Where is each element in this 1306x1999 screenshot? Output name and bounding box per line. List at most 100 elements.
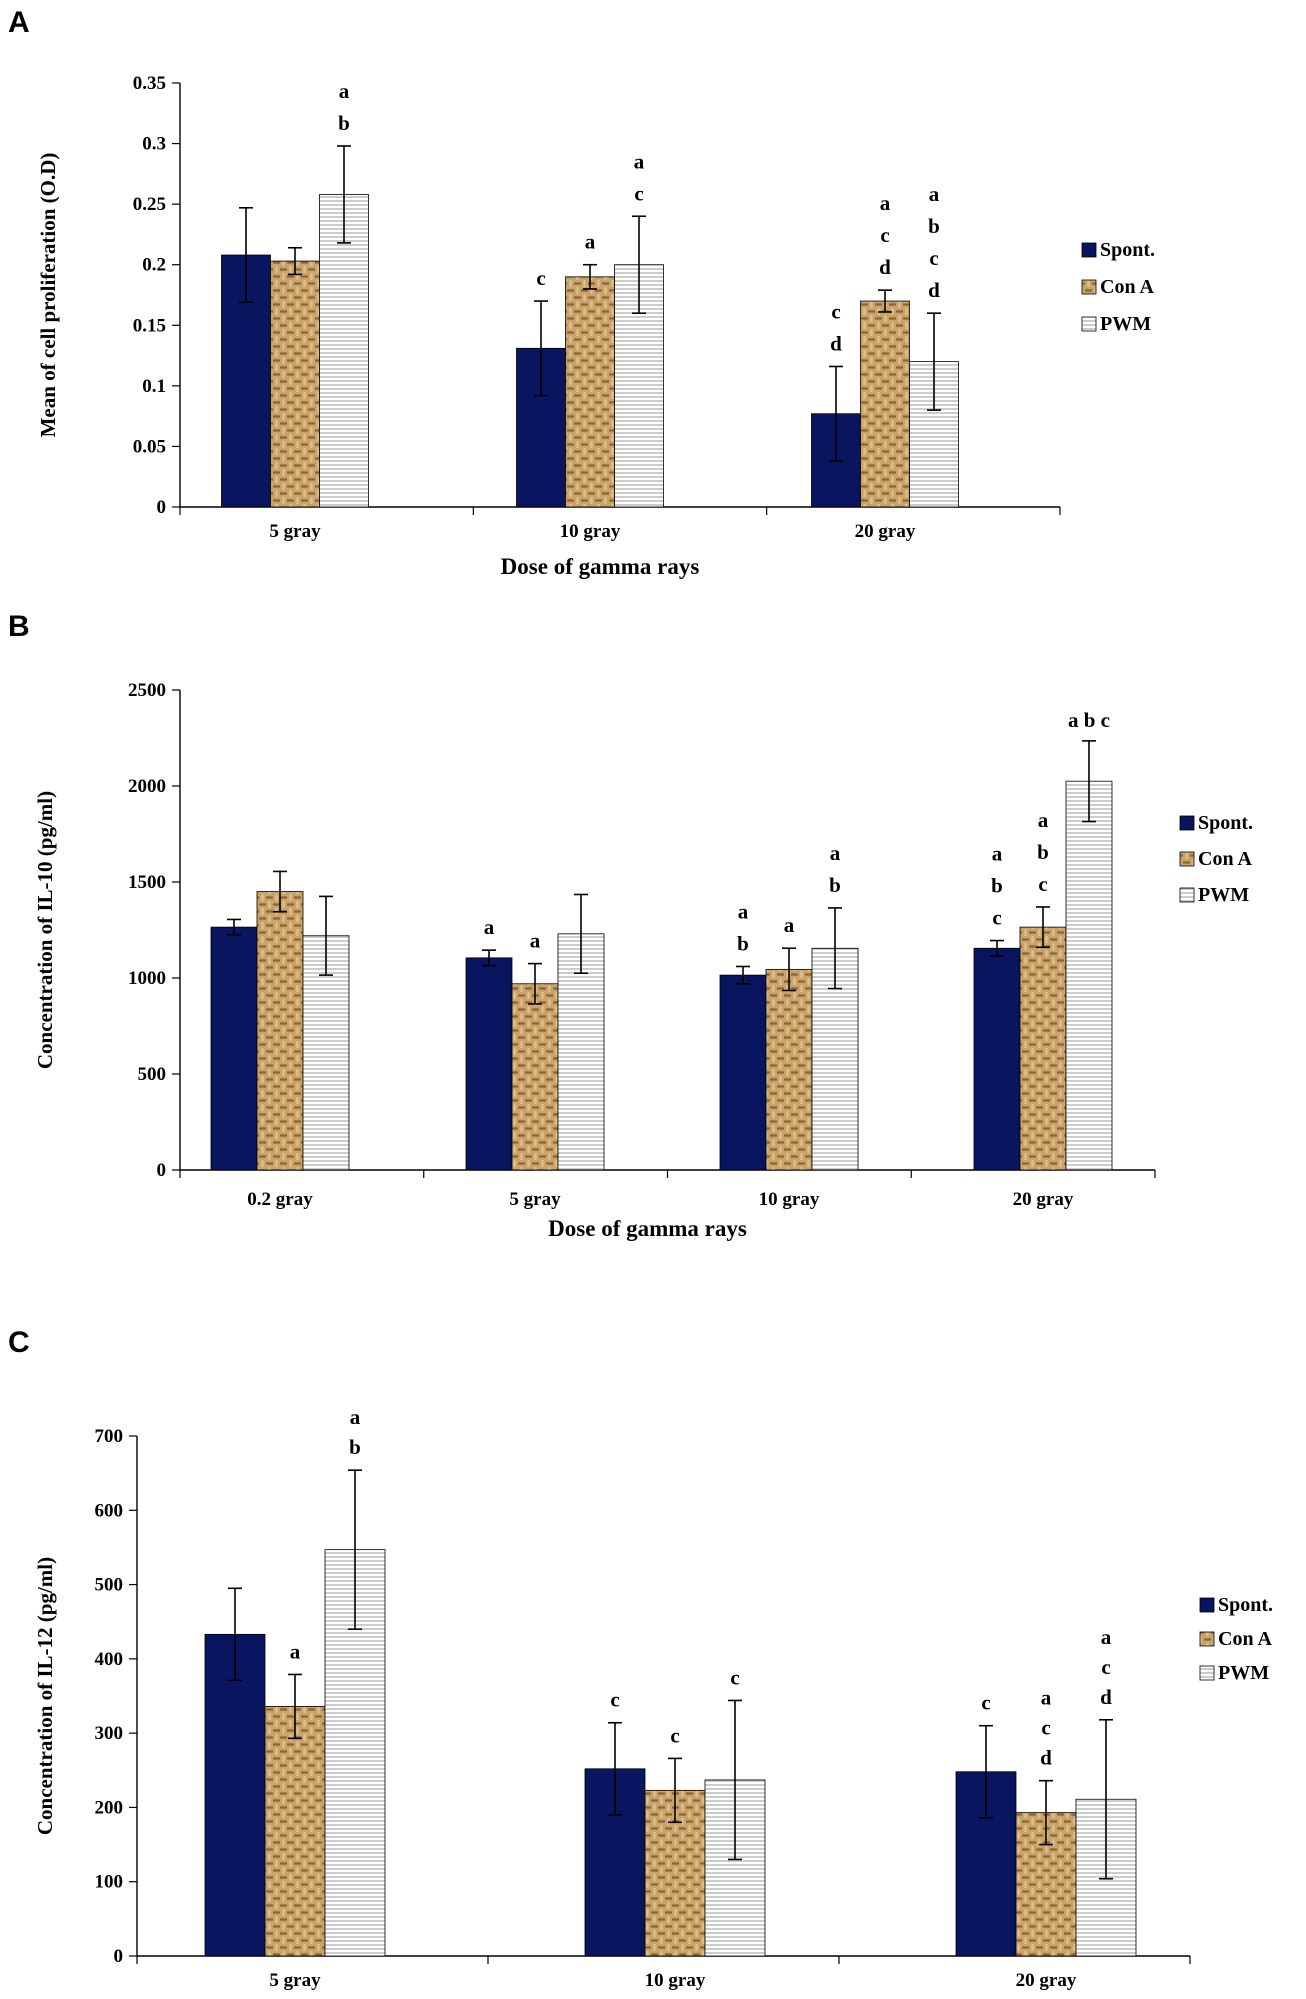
- y-tick-label: 700: [95, 1426, 124, 1447]
- legend-swatch: [1199, 1665, 1215, 1681]
- significance-label: b: [737, 931, 749, 955]
- x-axis-title: Dose of gamma rays: [548, 1216, 747, 1241]
- significance-label: c: [1101, 1655, 1110, 1679]
- y-tick-label: 0.2: [142, 255, 166, 276]
- significance-label: c: [634, 181, 643, 205]
- error-bar: [608, 1721, 622, 1816]
- y-tick-label: 0.05: [133, 436, 166, 457]
- legend-label: Spont.: [1218, 1594, 1273, 1616]
- panel-c: C 0 100 200 300 400 500 600 700 a a b 5 gray c c c 10 g…: [0, 1300, 1306, 1999]
- panel-b-label: B: [8, 610, 30, 643]
- legend: Spont. Con A PWM: [1179, 812, 1253, 906]
- y-tick-label: 200: [95, 1797, 124, 1818]
- legend-swatch: [1179, 887, 1195, 903]
- legend: Spont. Con A PWM: [1199, 1594, 1273, 1684]
- error-bar: [534, 300, 548, 397]
- y-tick-label: 500: [138, 1064, 167, 1085]
- y-tick-label: 500: [95, 1575, 124, 1596]
- significance-label: c: [1038, 872, 1047, 896]
- error-bar: [288, 246, 302, 276]
- significance-label: d: [830, 331, 842, 355]
- significance-label: c: [880, 223, 889, 247]
- error-bar: [337, 145, 351, 244]
- error-bar: [782, 947, 796, 992]
- error-bar: [828, 907, 842, 990]
- y-tick-label: 400: [95, 1649, 124, 1670]
- legend-label: Con A: [1218, 1628, 1272, 1650]
- x-tick-label: 20 gray: [1016, 1970, 1077, 1991]
- error-bar: [239, 206, 253, 304]
- significance-label: a: [929, 182, 940, 206]
- significance-label: a: [1041, 1686, 1052, 1710]
- significance-label: d: [879, 255, 891, 279]
- significance-label: a b c: [1068, 708, 1110, 732]
- y-tick-label: 0.35: [133, 73, 166, 94]
- bar-spont: [204, 1633, 266, 1957]
- bar-cona: [256, 891, 304, 1171]
- y-tick-label: 0.15: [133, 315, 166, 336]
- significance-label: a: [738, 899, 749, 923]
- bar-cona: [765, 968, 813, 1171]
- error-bar: [1082, 740, 1096, 823]
- y-tick-label: 0.1: [142, 376, 166, 397]
- legend-swatch: [1081, 242, 1097, 258]
- error-bar: [528, 962, 542, 1005]
- error-bar: [632, 215, 646, 314]
- x-tick-label: 10 gray: [759, 1189, 820, 1210]
- legend-label: Con A: [1100, 276, 1154, 298]
- error-bar: [736, 965, 750, 985]
- error-bar: [728, 1699, 742, 1861]
- legend-swatch: [1199, 1597, 1215, 1613]
- panel-a: A 0 0.05 0.1 0.15 0.2 0.25 0.3 0.35 a b 5 gray c a a c…: [0, 0, 1306, 600]
- legend: Spont. Con A PWM: [1081, 239, 1155, 335]
- significance-label: a: [1038, 808, 1049, 832]
- significance-label: a: [484, 915, 495, 939]
- legend-label: PWM: [1218, 1662, 1269, 1684]
- significance-label: d: [1040, 1746, 1052, 1770]
- error-bar: [574, 893, 588, 975]
- bar-cona: [264, 1705, 326, 1957]
- bar-pwm: [319, 194, 369, 508]
- x-tick-label: 20 gray: [1013, 1189, 1074, 1210]
- bar-spont: [719, 974, 767, 1171]
- significance-label: b: [829, 873, 841, 897]
- y-tick-label: 300: [95, 1723, 124, 1744]
- significance-label: b: [1037, 840, 1049, 864]
- error-bar: [979, 1724, 993, 1819]
- bar-cona: [860, 300, 910, 508]
- x-tick-label: 10 gray: [560, 521, 621, 542]
- significance-label: a: [350, 1405, 361, 1429]
- x-tick-label: 0.2 gray: [247, 1189, 313, 1210]
- significance-label: b: [928, 214, 940, 238]
- legend-swatch: [1179, 815, 1195, 831]
- significance-label: c: [730, 1665, 739, 1689]
- legend-swatch: [1179, 851, 1195, 867]
- error-bar: [1099, 1718, 1113, 1880]
- x-axis-title: Dose of gamma rays: [501, 554, 700, 579]
- significance-label: c: [670, 1723, 679, 1747]
- y-tick-label: 1500: [128, 872, 166, 893]
- panel-b: B 0 500 1000 1500 2000 2500 0.2 gray a a 5 gray a b…: [0, 600, 1306, 1300]
- significance-label: a: [830, 841, 841, 865]
- error-bar: [878, 289, 892, 313]
- x-tick-label: 20 gray: [855, 521, 916, 542]
- y-tick-label: 600: [95, 1500, 124, 1521]
- significance-label: a: [634, 149, 645, 173]
- significance-label: a: [784, 913, 795, 937]
- error-bar: [348, 1469, 362, 1630]
- bar-cona: [565, 276, 615, 508]
- significance-label: b: [349, 1435, 361, 1459]
- y-tick-label: 0.3: [142, 134, 166, 155]
- legend-label: Spont.: [1100, 239, 1155, 261]
- x-tick-label: 5 gray: [269, 521, 321, 542]
- significance-label: c: [536, 266, 545, 290]
- bar-cona: [1019, 926, 1067, 1171]
- y-tick-label: 0.25: [133, 194, 166, 215]
- significance-label: a: [290, 1639, 301, 1663]
- bar-spont: [210, 926, 258, 1171]
- legend-label: PWM: [1100, 313, 1151, 335]
- panel-c-label: C: [8, 1326, 30, 1359]
- legend-swatch: [1081, 279, 1097, 295]
